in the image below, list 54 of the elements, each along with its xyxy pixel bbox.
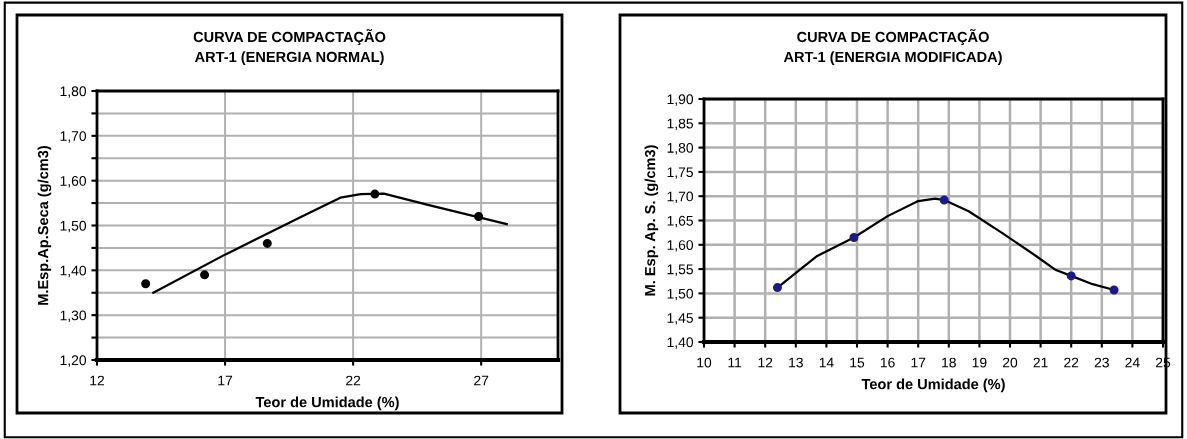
y-tick-label: 1,65 [667, 215, 693, 228]
x-tick-label: 21 [1033, 357, 1048, 368]
x-tick-label: 17 [218, 375, 233, 386]
y-tick-label: 1,40 [60, 265, 87, 278]
x-tick-label: 22 [1064, 357, 1079, 368]
x-tick-label: 13 [789, 357, 803, 368]
x-axis-title: Teor de Umidade (%) [861, 378, 1005, 393]
point [939, 195, 949, 205]
x-tick-label: 12 [90, 375, 105, 386]
x-tick-label: 27 [474, 375, 489, 386]
x-tick-label: 20 [1002, 357, 1018, 368]
x-tick-label: 22 [346, 375, 361, 386]
point [474, 212, 484, 222]
x-tick-label: 16 [880, 357, 895, 368]
point [262, 238, 272, 248]
x-tick-label: 10 [697, 357, 712, 368]
y-tick-label: 1,90 [667, 94, 694, 106]
x-tick-label: 24 [1125, 357, 1140, 368]
chart-title: CURVA DE COMPACTAÇÃO ART-1 (ENERGIA MODIFICADA) [783, 29, 1002, 65]
line-series [152, 192, 508, 294]
chart-title: CURVA DE COMPACTAÇÃO ART-1 (ENERGIA NORMAL) [193, 29, 386, 65]
x-tick-label: 14 [819, 357, 834, 368]
y-tick-label: 1,80 [60, 86, 87, 98]
point [772, 283, 782, 293]
x-tick-label: 11 [728, 357, 742, 368]
y-tick-label: 1,20 [60, 355, 87, 367]
y-tick-label: 1,70 [60, 131, 87, 143]
y-tick-label: 1,30 [60, 310, 87, 322]
point [200, 270, 210, 280]
x-tick-label: 18 [942, 357, 956, 368]
y-tick-label: 1,60 [60, 176, 87, 188]
x-tick-label: 17 [911, 357, 926, 368]
x-tick-label: 19 [972, 357, 987, 368]
y-tick-label: 1,85 [667, 118, 693, 131]
y-tick-label: 1,80 [667, 142, 694, 155]
y-tick-label: 1,40 [667, 337, 694, 349]
x-axis-title: Teor de Umidade (%) [255, 396, 399, 411]
x-tick-label: 23 [1094, 357, 1109, 368]
y-tick-label: 1,50 [60, 220, 87, 233]
y-axis-title: M.Esp.Ap.Seca (g/cm3) [37, 145, 52, 305]
y-tick-label: 1,50 [667, 288, 694, 301]
point [141, 279, 151, 289]
y-axis-title: M. Esp. Ap. S. (g/cm3) [644, 145, 659, 296]
point [1109, 285, 1119, 295]
y-tick-label: 1,45 [667, 313, 693, 325]
x-tick-label: 12 [758, 357, 773, 368]
x-tick-label: 15 [850, 357, 865, 368]
point [849, 233, 859, 243]
point [1066, 271, 1076, 281]
y-tick-label: 1,55 [667, 264, 693, 276]
y-tick-label: 1,75 [667, 167, 693, 179]
y-tick-label: 1,70 [667, 191, 694, 204]
y-tick-label: 1,60 [667, 240, 694, 252]
point [370, 189, 380, 199]
